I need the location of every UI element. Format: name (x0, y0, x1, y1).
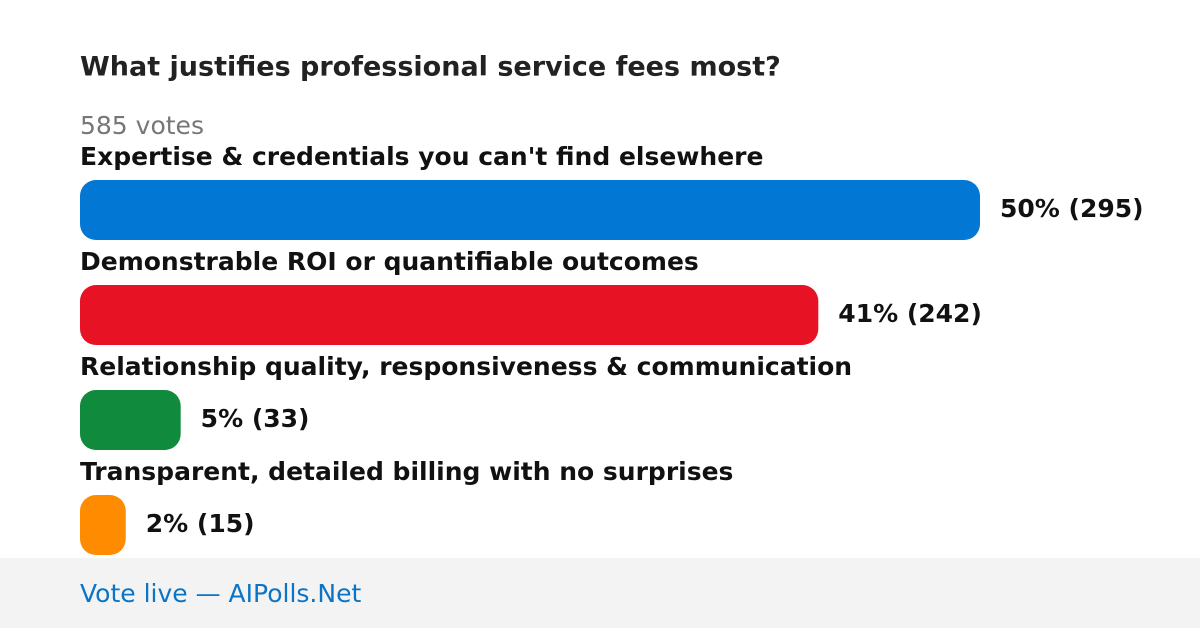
option-label: Expertise & credentials you can't find e… (80, 142, 763, 171)
footer-link[interactable]: Vote live — AIPolls.Net (80, 579, 361, 608)
option-label: Transparent, detailed billing with no su… (80, 457, 733, 486)
bar (80, 495, 126, 555)
option-label: Relationship quality, responsiveness & c… (80, 352, 852, 381)
value-label: 5% (33) (201, 404, 310, 433)
value-label: 50% (295) (1000, 194, 1144, 223)
bar (80, 390, 181, 450)
vote-count: 585 votes (80, 111, 204, 140)
poll-title: What justifies professional service fees… (80, 52, 781, 83)
bar (80, 180, 980, 240)
footer-band (0, 558, 1200, 628)
value-label: 2% (15) (146, 509, 255, 538)
option-label: Demonstrable ROI or quantifiable outcome… (80, 247, 699, 276)
value-label: 41% (242) (838, 299, 982, 328)
bar (80, 285, 819, 345)
